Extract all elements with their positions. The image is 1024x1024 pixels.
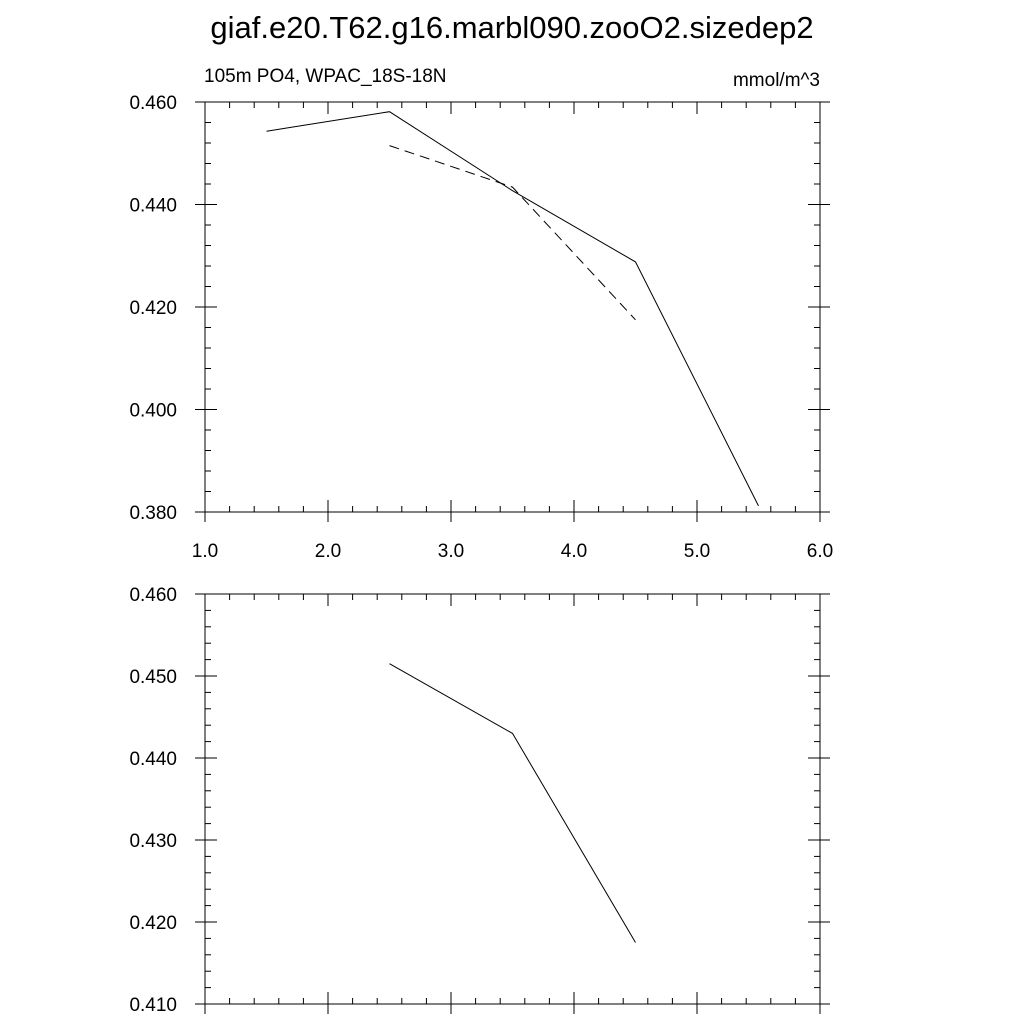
x-tick-label: 5.0 xyxy=(684,541,710,562)
chart-1-region-label: 105m PO4, WPAC_18S-18N xyxy=(204,66,447,87)
plot-frame xyxy=(204,593,821,1005)
series-line-1 xyxy=(266,111,759,507)
plot-panel-2: 0.410 0.420 0.430 0.440 0.450 0.460 xyxy=(129,585,830,1016)
y-tick-label: 0.400 xyxy=(129,401,177,422)
y-tick-label: 0.450 xyxy=(129,667,177,688)
plot-frame xyxy=(204,101,821,513)
x-tick-label: 4.0 xyxy=(561,541,587,562)
series-line-1 xyxy=(389,663,636,943)
x-tick-label: 3.0 xyxy=(438,541,464,562)
chart-title: giaf.e20.T62.g16.marbl090.zooO2.sizedep2 xyxy=(210,10,813,45)
chart-1-unit-label: mmol/m^3 xyxy=(733,70,820,91)
y-tick-label: 0.420 xyxy=(129,913,177,934)
y-tick-label: 0.380 xyxy=(129,503,177,524)
y-tick-label: 0.410 xyxy=(129,995,177,1016)
y-tick-label: 0.460 xyxy=(129,585,177,606)
x-tick-label: 2.0 xyxy=(315,541,341,562)
series-line-2 xyxy=(389,145,636,321)
y-tick-label: 0.420 xyxy=(129,298,177,319)
x-tick-label: 1.0 xyxy=(192,541,218,562)
y-tick-label: 0.440 xyxy=(129,749,177,770)
plot-panel-1: 1.0 2.0 3.0 4.0 5.0 6.0 0.380 0.400 0.420 0.440 0.… xyxy=(129,93,833,562)
y-tick-label: 0.440 xyxy=(129,196,177,217)
x-tick-label: 6.0 xyxy=(807,541,833,562)
y-tick-label: 0.430 xyxy=(129,831,177,852)
y-tick-label: 0.460 xyxy=(129,93,177,114)
